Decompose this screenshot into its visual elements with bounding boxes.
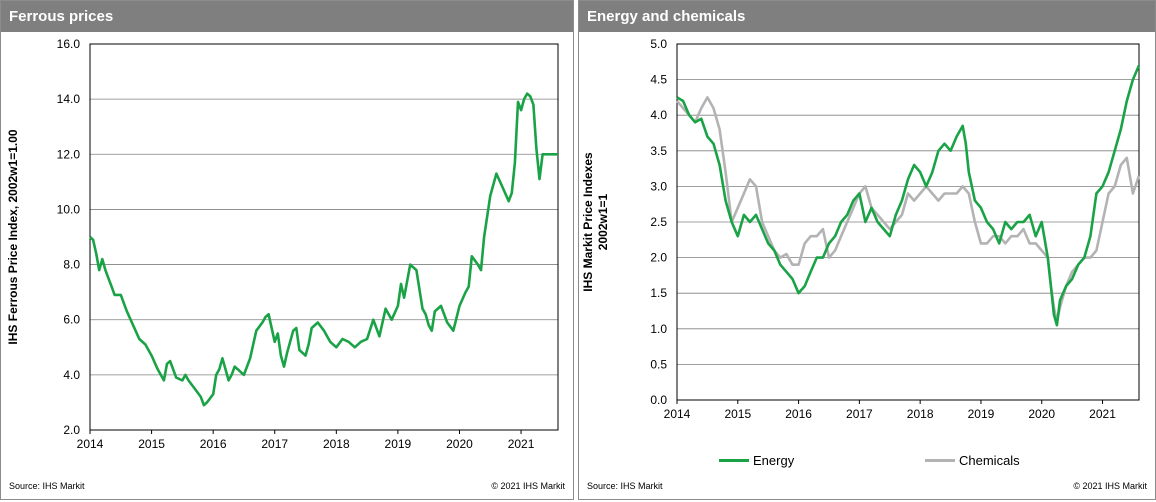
source-note: Source: IHS Markit: [9, 481, 85, 491]
y-tick-label: 1.0: [650, 322, 667, 336]
x-tick-label: 2021: [508, 437, 535, 451]
legend-swatch-energy: [719, 459, 749, 462]
energy-chemicals-panel: Energy and chemicals 0.0 0.5 1.0 1.5 2.0 2.5 3…: [578, 0, 1156, 500]
y-tick-label: 1.5: [650, 286, 667, 300]
ferrous-chart: 2.0 4.0 6.0 8.0 10.0 12.0 14.0 16.0 2014 2015 2016…: [6, 37, 559, 451]
y-tick-label: 2.0: [63, 423, 80, 437]
series-line-chemicals: [676, 96, 1141, 324]
source-note: Source: IHS Markit: [587, 481, 663, 491]
x-tick-label: 2021: [1089, 407, 1116, 421]
x-tick-label: 2016: [785, 407, 812, 421]
y-tick-label: 8.0: [63, 258, 80, 272]
panel-title: Energy and chemicals: [579, 1, 1155, 32]
y-tick-label: 12.0: [57, 147, 81, 161]
x-tick-label: 2018: [907, 407, 934, 421]
y-tick-label: 10.0: [57, 202, 81, 216]
x-tick-label: 2017: [846, 407, 873, 421]
legend-label-chemicals: Chemicals: [959, 453, 1020, 468]
x-tick-label: 2014: [77, 437, 104, 451]
y-tick-label: 4.0: [650, 108, 667, 122]
x-tick-label: 2020: [446, 437, 473, 451]
x-tick-label: 2019: [968, 407, 995, 421]
y-tick-label: 3.5: [650, 144, 667, 158]
energy-chemicals-chart: 0.0 0.5 1.0 1.5 2.0 2.5 3.0 3.5 4.0 4.5 5.0 2014 201…: [581, 37, 1141, 421]
x-tick-label: 2020: [1028, 407, 1055, 421]
series-line-energy: [676, 64, 1141, 327]
y-tick-label: 4.0: [63, 368, 80, 382]
y-tick-label: 14.0: [57, 92, 81, 106]
y-tick-label: 2.0: [650, 251, 667, 265]
x-tick-label: 2015: [724, 407, 751, 421]
x-tick-label: 2015: [138, 437, 165, 451]
plot-area: [676, 43, 1140, 401]
x-tick-label: 2017: [261, 437, 288, 451]
x-tick-label: 2018: [323, 437, 350, 451]
y-tick-label: 5.0: [650, 37, 667, 51]
y-tick-label: 0.0: [650, 393, 667, 407]
legend-swatch-chemicals: [925, 459, 955, 462]
x-tick-label: 2014: [664, 407, 691, 421]
y-tick-label: 6.0: [63, 313, 80, 327]
series-line-ferrous: [89, 92, 558, 407]
ferrous-panel: Ferrous prices 2.0 4.0 6.0 8.0 10.0 12.0 14.0 1…: [0, 0, 574, 500]
y-axis-label: IHS Ferrous Price Index, 2002w1=1.00: [6, 129, 20, 344]
y-tick-label: 4.5: [650, 73, 667, 87]
x-tick-label: 2016: [200, 437, 227, 451]
legend-energy: Energy: [719, 453, 794, 468]
y-tick-label: 3.0: [650, 179, 667, 193]
y-axis-label-line: 2002w1=1: [596, 193, 610, 250]
panel-title: Ferrous prices: [1, 1, 573, 32]
x-tick-label: 2019: [385, 437, 412, 451]
y-axis-label: IHS Markit Price Indexes2002w1=1: [581, 152, 610, 292]
legend-chemicals: Chemicals: [925, 453, 1020, 468]
y-tick-label: 16.0: [57, 37, 81, 51]
copyright-note: © 2021 IHS Markit: [491, 481, 565, 491]
legend-label-energy: Energy: [753, 453, 795, 468]
y-axis-label-line: IHS Markit Price Indexes: [581, 152, 595, 292]
copyright-note: © 2021 IHS Markit: [1073, 481, 1147, 491]
y-tick-label: 0.5: [650, 357, 667, 371]
y-axis-label-line: IHS Ferrous Price Index, 2002w1=1.00: [6, 129, 20, 344]
y-tick-label: 2.5: [650, 215, 667, 229]
